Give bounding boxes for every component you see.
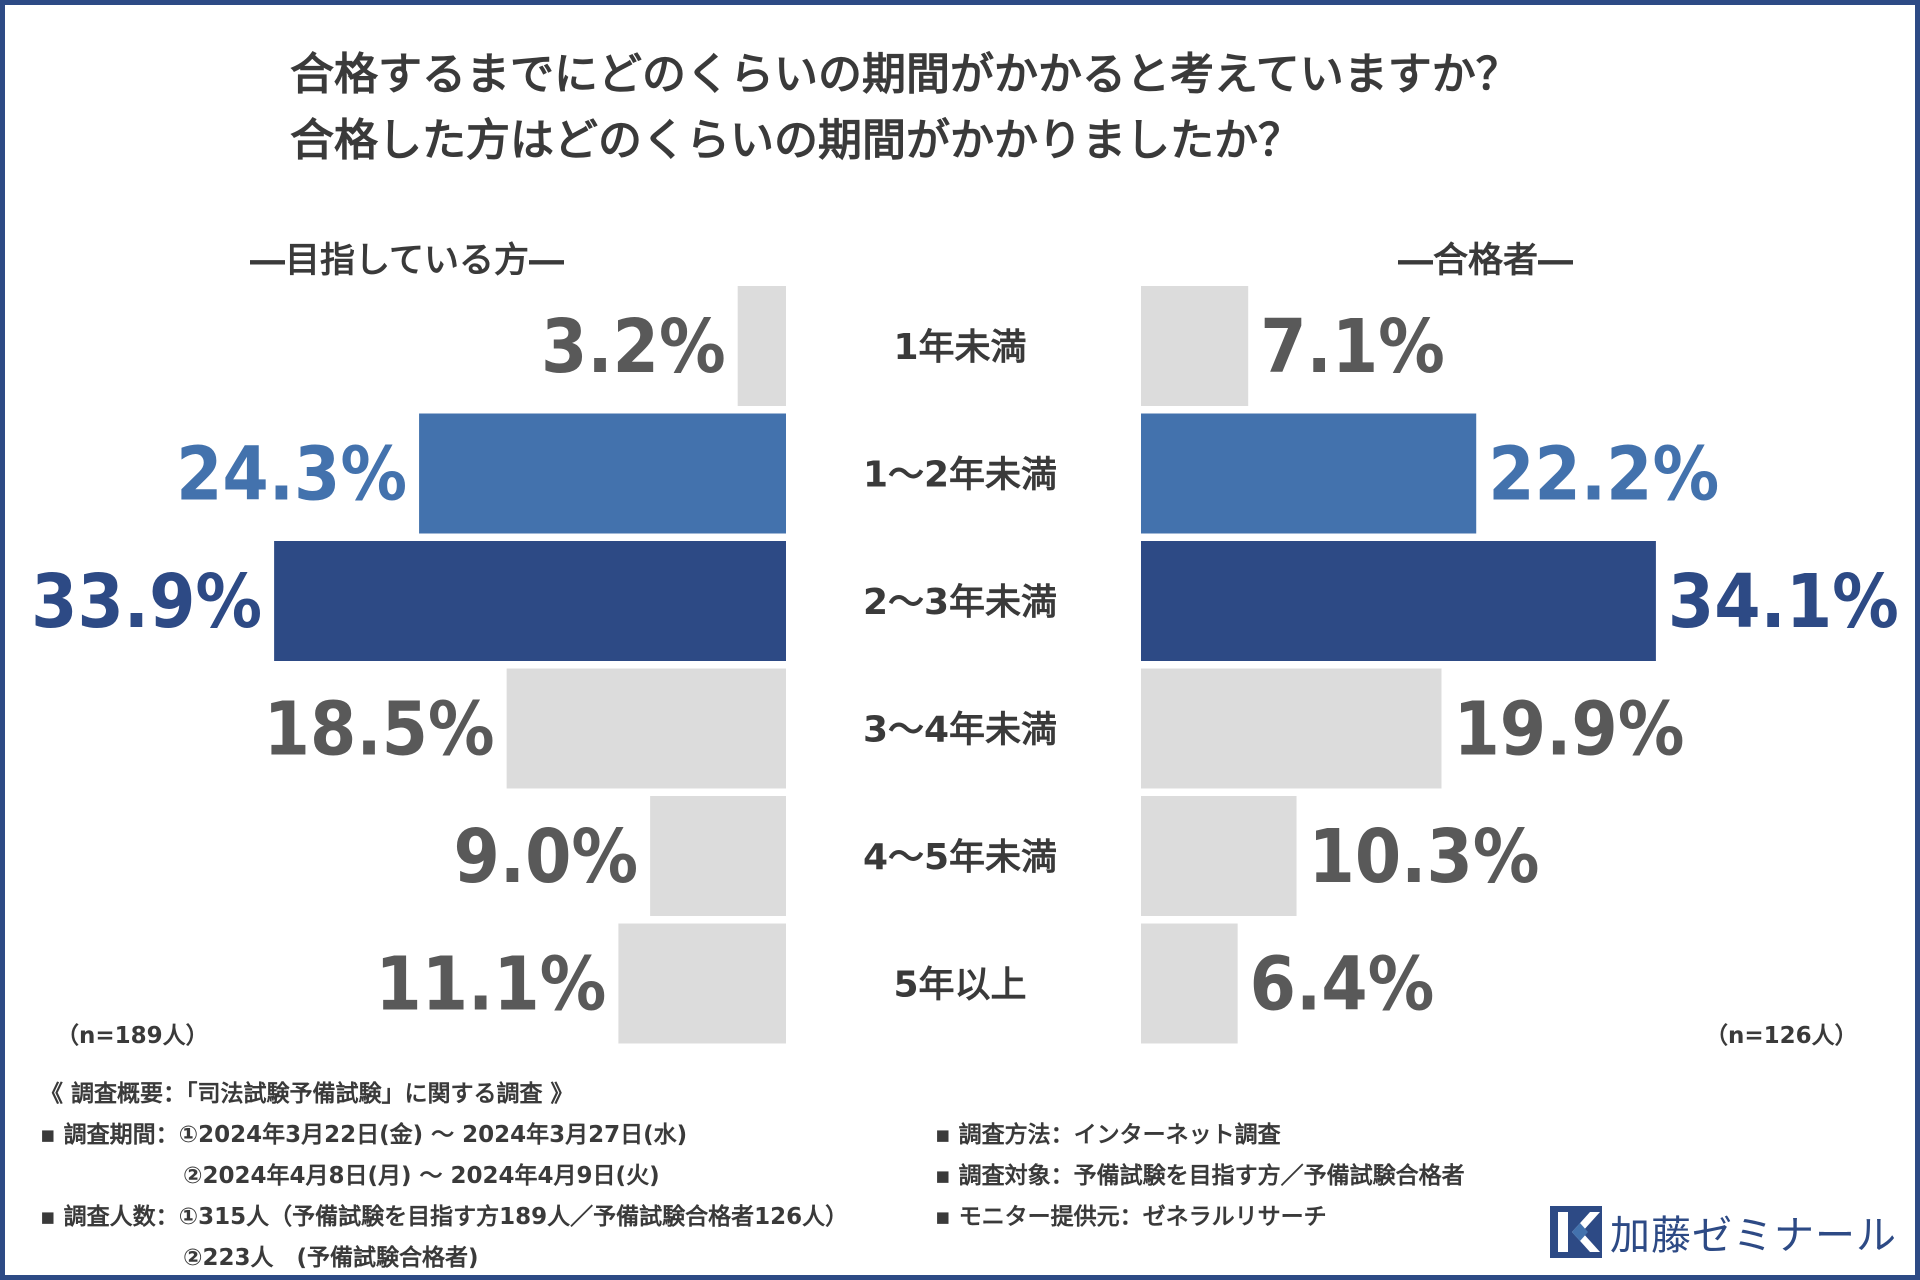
bar-right-0 (1141, 286, 1249, 406)
category-label-5: 5年以上 (893, 965, 1026, 1006)
k-logo-icon (1550, 1206, 1602, 1258)
notes-target: ▪ 調査対象：予備試験を目指す方／予備試験合格者 (935, 1163, 1465, 1189)
bar-value-right-3: 19.9% (1453, 687, 1684, 773)
bar-left-3 (506, 668, 786, 789)
right-group-label: ―合格者― (1398, 241, 1574, 281)
bar-right-2 (1141, 541, 1656, 661)
butterfly-bar-chart: 3.2% 7.1% 1年未満 24.3% 22.2% 1〜2年未満 33.9% 34.1% 2〜… (31, 286, 1899, 1044)
notes-provider: ▪ モニター提供元：ゼネラルリサーチ (935, 1204, 1327, 1230)
bar-left-5 (618, 923, 786, 1044)
bar-left-0 (737, 286, 786, 406)
title-line-2: 合格した方はどのくらいの期間がかかりましたか？ (290, 115, 1302, 166)
category-label-0: 1年未満 (893, 327, 1026, 368)
bar-value-left-5: 11.1% (375, 942, 606, 1028)
bar-right-5 (1141, 923, 1238, 1044)
survey-notes-left: 《 調査概要：「司法試験予備試験」に関する調査 》 ▪ 調査期間：①2024年3… (40, 1074, 848, 1279)
bar-left-1 (419, 413, 786, 534)
category-label-2: 2〜3年未満 (863, 582, 1057, 623)
notes-heading: 《 調査概要：「司法試験予備試験」に関する調査 》 (40, 1081, 574, 1107)
logo-text: 加藤ゼミナール (1610, 1213, 1897, 1259)
bar-value-right-5: 6.4% (1250, 942, 1435, 1028)
left-sample-size: （n=189人） (56, 1023, 209, 1049)
notes-count-2: ②223人 (予備試験合格者) (183, 1245, 479, 1271)
chart-title: 合格するまでにどのくらいの期間がかかると考えていますか？ 合格した方はどのくらい… (290, 42, 1790, 174)
left-group-label: ―目指している方― (250, 241, 564, 281)
bar-value-right-0: 7.1% (1260, 304, 1445, 390)
bar-value-left-2: 33.9% (31, 559, 262, 645)
bar-left-2 (274, 541, 786, 661)
title-line-1: 合格するまでにどのくらいの期間がかかると考えていますか？ (290, 49, 1520, 100)
notes-period-1: ▪ 調査期間：①2024年3月22日(金) 〜 2024年3月27日(水) (40, 1122, 688, 1148)
bar-value-right-2: 34.1% (1668, 559, 1899, 645)
brand-logo: 加藤ゼミナール (1550, 1202, 1897, 1262)
bar-value-left-0: 3.2% (541, 304, 726, 390)
bar-right-3 (1141, 668, 1442, 789)
notes-period-2: ②2024年4月8日(月) 〜 2024年4月9日(火) (183, 1163, 660, 1189)
category-label-1: 1〜2年未満 (863, 455, 1057, 496)
notes-method: ▪ 調査方法：インターネット調査 (935, 1122, 1281, 1148)
survey-notes-right: ▪ 調査方法：インターネット調査 ▪ 調査対象：予備試験を目指す方／予備試験合格… (935, 1115, 1465, 1238)
bar-value-left-4: 9.0% (453, 814, 638, 900)
bar-right-4 (1141, 796, 1297, 916)
bar-left-4 (650, 796, 786, 916)
category-label-4: 4〜5年未満 (863, 837, 1057, 878)
right-sample-size: （n=126人） (1705, 1023, 1858, 1049)
bar-value-right-1: 22.2% (1488, 432, 1719, 518)
notes-count-1: ▪ 調査人数：①315人（予備試験を目指す方189人／予備試験合格者126人） (40, 1204, 849, 1230)
bar-value-left-1: 24.3% (176, 432, 407, 518)
bar-value-right-4: 10.3% (1309, 814, 1540, 900)
category-label-3: 3〜4年未満 (863, 710, 1057, 751)
bar-value-left-3: 18.5% (264, 687, 495, 773)
bar-right-1 (1141, 413, 1477, 534)
